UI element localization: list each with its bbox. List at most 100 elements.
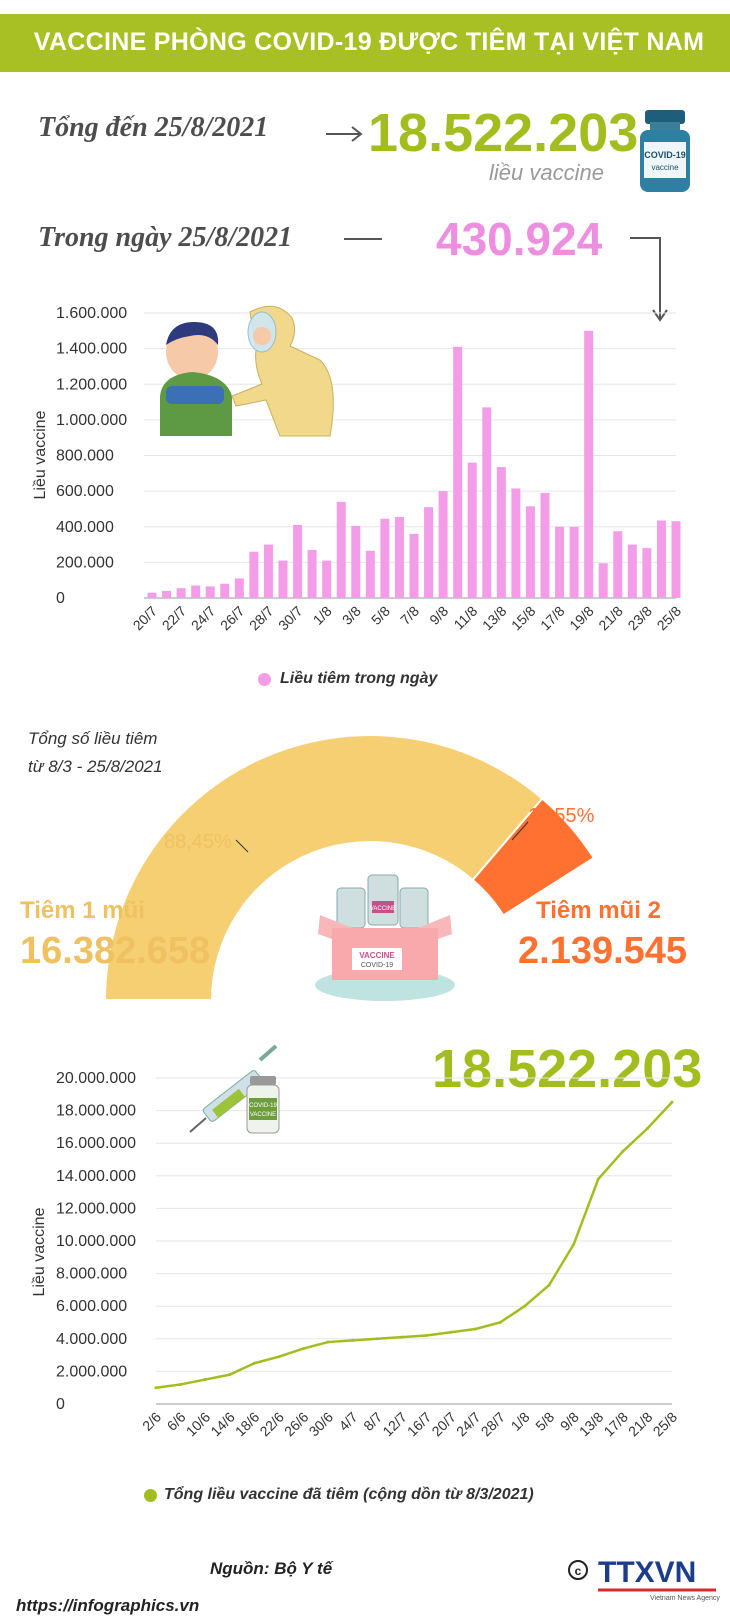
bar — [584, 330, 594, 598]
line-ytick-label: 14.000.000 — [56, 1168, 136, 1185]
bar — [336, 501, 346, 598]
line-point — [252, 1361, 256, 1365]
bar — [176, 588, 186, 598]
legend-dot-daily — [258, 673, 271, 686]
logo-sub: Vietnam News Agency — [650, 1595, 720, 1602]
dose2-value: 2.139.545 — [518, 930, 688, 972]
line-ytick-label: 0 — [56, 1396, 65, 1413]
source-note: Nguồn: Bộ Y tế — [210, 1559, 333, 1578]
dose2-label: Tiêm mũi 2 — [536, 897, 661, 924]
line-ytick-label: 2.000.000 — [56, 1363, 127, 1380]
line-y-axis-label: Liều vaccine — [31, 1207, 48, 1296]
line-point — [621, 1149, 625, 1153]
bar — [380, 518, 390, 598]
bar — [234, 578, 244, 598]
line-point — [547, 1283, 551, 1287]
line-point — [645, 1127, 649, 1131]
line-point — [326, 1340, 330, 1344]
legend-cumulative: Tổng liều vaccine đã tiêm (cộng dồn từ 8… — [164, 1486, 534, 1503]
line-point — [670, 1100, 674, 1104]
line-ytick-label: 10.000.000 — [56, 1233, 136, 1250]
cumulative-final-value: 18.522.203 — [432, 1039, 703, 1099]
bar — [569, 526, 579, 598]
bar — [351, 525, 361, 598]
vial-icon: COVID-19 VACCINE — [246, 1076, 280, 1134]
vial-sublabel: vaccine — [651, 163, 679, 172]
line-ytick-label: 12.000.000 — [56, 1200, 136, 1217]
legend-daily: Liều tiêm trong ngày — [280, 670, 438, 687]
bar — [307, 549, 317, 598]
line-point — [498, 1321, 502, 1324]
bar-ytick-label: 600.000 — [56, 483, 114, 500]
bar — [467, 462, 477, 598]
donut-title: Tổng số liều tiêm — [28, 729, 158, 748]
line-point — [228, 1373, 232, 1377]
bar — [263, 544, 273, 598]
bar — [394, 516, 404, 598]
bar — [482, 407, 492, 598]
bar-ytick-label: 400.000 — [56, 519, 114, 536]
bar — [453, 346, 463, 598]
pct-dose1: 88,45% — [164, 831, 232, 853]
line-point — [596, 1177, 600, 1181]
bar — [409, 533, 419, 598]
box-label: VACCINE — [359, 951, 395, 960]
day-label: Trong ngày 25/8/2021 — [38, 222, 293, 253]
donut-subtitle: từ 8/3 - 25/8/2021 — [28, 757, 163, 776]
doctor-figure — [231, 305, 334, 437]
bar — [525, 506, 535, 598]
bar — [365, 550, 375, 598]
cumulative-line — [155, 1101, 673, 1389]
line-ytick-label: 8.000.000 — [56, 1266, 127, 1283]
box-sublabel: COVID-19 — [361, 962, 393, 969]
donut-slice — [471, 797, 596, 917]
bar — [438, 491, 448, 598]
bar — [278, 560, 288, 598]
bar-y-axis-label: Liều vaccine — [32, 410, 49, 499]
total-label: Tổng đến 25/8/2021 — [38, 112, 269, 143]
vial-sublabel-line: VACCINE — [250, 1112, 276, 1118]
bar — [598, 563, 608, 598]
dose1-label: Tiêm 1 mũi — [20, 897, 145, 924]
donut-slice — [103, 734, 544, 1001]
bar-ytick-label: 800.000 — [56, 448, 114, 465]
line-point — [277, 1355, 281, 1359]
dose1-value: 16.382.658 — [20, 930, 211, 972]
bar — [147, 592, 157, 598]
legend-dot-cumulative — [144, 1489, 157, 1502]
line-point — [154, 1386, 158, 1390]
line-ytick-label: 16.000.000 — [56, 1135, 136, 1152]
line-point — [375, 1337, 379, 1341]
bar — [162, 590, 172, 598]
bar-ytick-label: 1.200.000 — [56, 376, 127, 393]
header-banner: VACCINE PHÒNG COVID-19 ĐƯỢC TIÊM TẠI VIỆ… — [0, 14, 730, 72]
line-point — [449, 1330, 453, 1334]
bar-ytick-label: 1.000.000 — [56, 412, 127, 429]
vial-label: COVID-19 — [644, 150, 686, 160]
line-point — [523, 1304, 527, 1308]
bar — [671, 521, 681, 598]
pct-dose2: 11,55% — [528, 805, 595, 827]
bar — [496, 467, 506, 598]
svg-text:c: c — [575, 1564, 582, 1578]
total-unit: liều vaccine — [489, 160, 604, 185]
bar-ytick-label: 200.000 — [56, 554, 114, 571]
footer-url[interactable]: https://infographics.vn — [16, 1596, 200, 1615]
logo-text: TTXVN — [598, 1556, 696, 1589]
line-ytick-label: 18.000.000 — [56, 1103, 136, 1120]
bar — [555, 526, 565, 598]
day-value: 430.924 — [436, 213, 603, 265]
bar — [322, 560, 332, 598]
bar — [642, 548, 652, 598]
bar — [627, 544, 637, 598]
line-point — [572, 1242, 576, 1246]
vial-label-line: COVID-19 — [249, 1103, 277, 1109]
line-ytick-label: 4.000.000 — [56, 1331, 127, 1348]
line-ytick-label: 6.000.000 — [56, 1298, 127, 1315]
line-point — [301, 1347, 305, 1351]
